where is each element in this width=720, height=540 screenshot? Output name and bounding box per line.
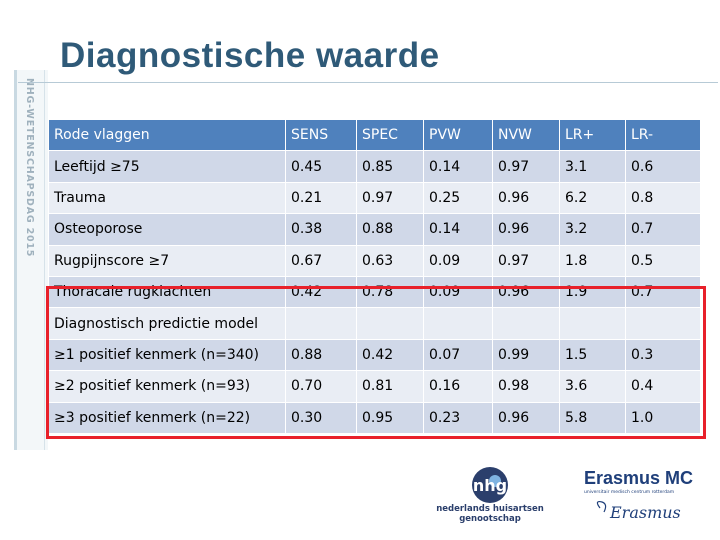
value-cell: 0.5 xyxy=(625,244,701,277)
value-cell: 0.97 xyxy=(492,150,560,183)
nhg-logo-mark-text: nhg xyxy=(473,476,507,495)
row-label-cell: ≥3 positief kenmerk (n=22) xyxy=(48,401,286,434)
value-cell: 0.78 xyxy=(356,275,424,309)
erasmus-mc-tagline: universitair medisch centrum rotterdam xyxy=(584,490,675,495)
value-cell: 0.70 xyxy=(285,370,357,403)
value-cell: 0.38 xyxy=(285,213,357,246)
nhg-logo-line2: genootschap xyxy=(459,514,521,524)
table-row: Leeftijd ≥75 0.45 0.85 0.14 0.97 3.1 0.6 xyxy=(48,150,701,183)
nhg-logo-text: nederlands huisartsen genootschap xyxy=(435,504,545,524)
value-cell: 0.96 xyxy=(492,213,560,246)
erasmus-mc-logo: Erasmus MC universitair medisch centrum … xyxy=(580,468,710,528)
value-cell: NVW xyxy=(492,118,560,152)
row-label-cell: Rode vlaggen xyxy=(48,118,286,152)
row-label-cell: Diagnostisch predictie model xyxy=(48,307,286,340)
value-cell: 0.97 xyxy=(356,181,424,215)
value-cell: 0.3 xyxy=(625,338,701,372)
nhg-logo: nhg nederlands huisartsen genootschap xyxy=(435,462,545,528)
value-cell: 0.98 xyxy=(492,370,560,403)
value-cell: 0.96 xyxy=(492,181,560,215)
value-cell: 0.6 xyxy=(625,150,701,183)
value-cell: LR- xyxy=(625,118,701,152)
table-row: Osteoporose 0.38 0.88 0.14 0.96 3.2 0.7 xyxy=(48,213,701,246)
value-cell: 0.09 xyxy=(423,244,493,277)
value-cell: SPEC xyxy=(356,118,424,152)
value-cell: 0.14 xyxy=(423,213,493,246)
side-banner xyxy=(14,70,48,450)
table-row: Rugpijnscore ≥7 0.67 0.63 0.09 0.97 1.8 0.5 xyxy=(48,244,701,277)
value-cell: LR+ xyxy=(559,118,626,152)
value-cell: 0.16 xyxy=(423,370,493,403)
nhg-logo-line1: nederlands huisartsen xyxy=(436,504,544,514)
value-cell: 0.88 xyxy=(356,213,424,246)
value-cell: 0.21 xyxy=(285,181,357,215)
value-cell xyxy=(285,307,357,340)
value-cell: 0.85 xyxy=(356,150,424,183)
table-row: Diagnostisch predictie model xyxy=(48,307,701,340)
nhg-logo-mark-icon: nhg xyxy=(472,467,508,503)
value-cell: 0.96 xyxy=(492,401,560,434)
value-cell: 0.67 xyxy=(285,244,357,277)
title-divider xyxy=(18,82,718,83)
value-cell: 3.2 xyxy=(559,213,626,246)
value-cell: 0.25 xyxy=(423,181,493,215)
table-row: Thoracale rugklachten 0.42 0.78 0.09 0.96 1.9… xyxy=(48,275,701,309)
value-cell: SENS xyxy=(285,118,357,152)
value-cell: 0.63 xyxy=(356,244,424,277)
slide-title: Diagnostische waarde xyxy=(60,36,440,75)
value-cell xyxy=(423,307,493,340)
value-cell: 0.4 xyxy=(625,370,701,403)
value-cell: 0.45 xyxy=(285,150,357,183)
value-cell: 0.81 xyxy=(356,370,424,403)
table-row: Trauma 0.21 0.97 0.25 0.96 6.2 0.8 xyxy=(48,181,701,215)
value-cell: 0.14 xyxy=(423,150,493,183)
value-cell: 0.23 xyxy=(423,401,493,434)
value-cell: 0.07 xyxy=(423,338,493,372)
value-cell: 5.8 xyxy=(559,401,626,434)
highlight-box xyxy=(46,286,706,439)
row-label-cell: ≥1 positief kenmerk (n=340) xyxy=(48,338,286,372)
table-row: ≥2 positief kenmerk (n=93) 0.70 0.81 0.16 0.… xyxy=(48,370,701,403)
value-cell: 6.2 xyxy=(559,181,626,215)
value-cell: 3.6 xyxy=(559,370,626,403)
value-cell xyxy=(492,307,560,340)
value-cell: 0.8 xyxy=(625,181,701,215)
value-cell: 1.0 xyxy=(625,401,701,434)
value-cell: 3.1 xyxy=(559,150,626,183)
erasmus-signature-icon: Erasmus xyxy=(596,501,681,522)
value-cell: PVW xyxy=(423,118,493,152)
row-label-cell: Trauma xyxy=(48,181,286,215)
value-cell: 0.30 xyxy=(285,401,357,434)
row-label-cell: Osteoporose xyxy=(48,213,286,246)
diagnostic-value-table: Rode vlaggen SENS SPEC PVW NVW LR+ LR- Leeftijd… xyxy=(48,118,701,434)
row-label-cell: ≥2 positief kenmerk (n=93) xyxy=(48,370,286,403)
side-banner-label: NHG-WETENSCHAPSDAG 2015 xyxy=(24,78,35,258)
value-cell: 0.97 xyxy=(492,244,560,277)
value-cell: 1.8 xyxy=(559,244,626,277)
value-cell xyxy=(356,307,424,340)
erasmus-signature-text: Erasmus xyxy=(609,503,681,522)
erasmus-mc-name: Erasmus MC xyxy=(584,468,694,488)
row-label-cell: Leeftijd ≥75 xyxy=(48,150,286,183)
row-label-cell: Rugpijnscore ≥7 xyxy=(48,244,286,277)
table-header-row: Rode vlaggen SENS SPEC PVW NVW LR+ LR- xyxy=(48,118,701,152)
value-cell: 0.42 xyxy=(356,338,424,372)
value-cell: 0.88 xyxy=(285,338,357,372)
side-banner-line xyxy=(14,70,17,450)
side-banner-line xyxy=(44,70,45,450)
table-row: ≥3 positief kenmerk (n=22) 0.30 0.95 0.23 0.… xyxy=(48,401,701,434)
value-cell: 0.95 xyxy=(356,401,424,434)
value-cell: 0.7 xyxy=(625,213,701,246)
